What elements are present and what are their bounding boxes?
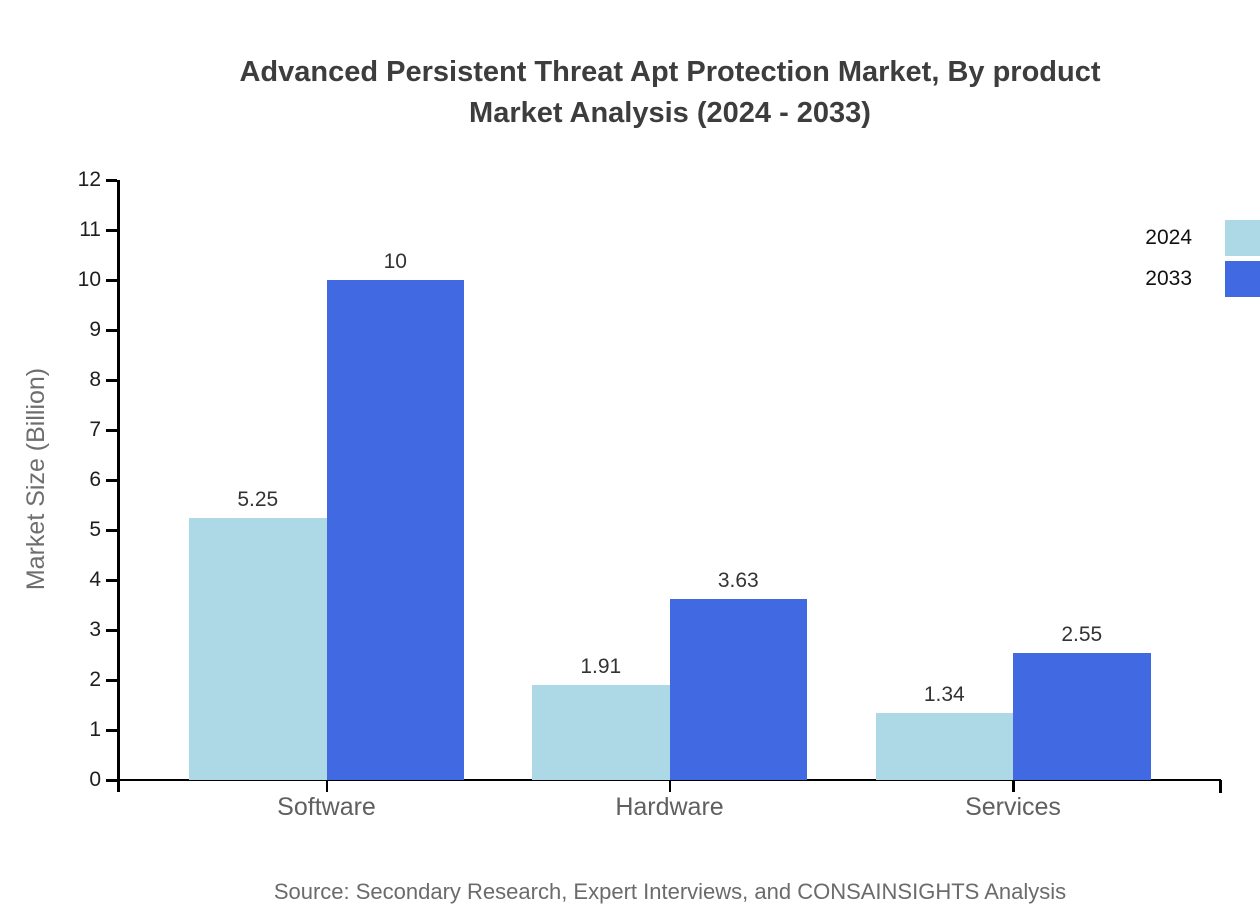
y-tick-label: 8 xyxy=(89,368,101,391)
y-tick-label: 9 xyxy=(89,318,101,341)
legend-label-2024: 2024 xyxy=(1145,226,1192,249)
legend-label-2033: 2033 xyxy=(1145,267,1192,290)
legend-swatch-2033 xyxy=(1225,261,1260,297)
value-label-2024-hardware: 1.91 xyxy=(580,654,622,678)
x-category-label: Services xyxy=(965,793,1061,821)
chart-title: Advanced Persistent Threat Apt Protectio… xyxy=(85,52,1255,134)
y-tick-label: 0 xyxy=(89,768,101,791)
y-tick xyxy=(106,229,117,232)
y-tick-label: 3 xyxy=(89,618,101,641)
bar-2033-hardware xyxy=(669,598,807,780)
y-tick xyxy=(106,179,117,182)
y-tick xyxy=(106,479,117,482)
y-axis-title: Market Size (Billion) xyxy=(22,367,50,591)
y-tick xyxy=(106,629,117,632)
y-tick-label: 10 xyxy=(77,268,101,291)
chart-title-line2: Market Analysis (2024 - 2033) xyxy=(469,97,871,129)
bar-2024-services xyxy=(875,713,1013,780)
y-tick xyxy=(106,679,117,682)
chart-title-line1: Advanced Persistent Threat Apt Protectio… xyxy=(239,56,1101,88)
y-tick xyxy=(106,279,117,282)
x-tick xyxy=(668,780,671,792)
y-tick-label: 2 xyxy=(89,668,101,691)
bar-2033-software xyxy=(326,280,464,780)
y-axis-spine xyxy=(117,180,120,792)
y-tick xyxy=(106,529,117,532)
y-tick-label: 11 xyxy=(79,218,101,241)
y-tick-label: 6 xyxy=(89,468,101,491)
bar-2033-services xyxy=(1013,652,1151,780)
y-tick-label: 5 xyxy=(89,518,101,541)
y-tick-label: 7 xyxy=(89,418,101,441)
y-tick-label: 12 xyxy=(77,168,101,191)
x-category-label: Software xyxy=(277,793,376,821)
x-category-label: Hardware xyxy=(615,793,724,821)
x-tick xyxy=(325,780,328,792)
value-label-2024-services: 1.34 xyxy=(923,683,965,706)
y-tick xyxy=(106,729,117,732)
y-tick xyxy=(106,329,117,332)
y-tick xyxy=(106,579,117,582)
value-label-2024-software: 5.25 xyxy=(237,487,279,511)
x-axis-end-tick xyxy=(1219,780,1222,793)
value-label-2033-services: 2.55 xyxy=(1061,622,1103,646)
source-note: Source: Secondary Research, Expert Inter… xyxy=(273,879,1067,904)
bar-2024-software xyxy=(189,517,327,780)
y-tick xyxy=(106,379,117,382)
y-tick-label: 1 xyxy=(89,718,101,741)
legend-swatch-2024 xyxy=(1225,220,1260,256)
y-tick xyxy=(106,429,117,432)
y-tick xyxy=(106,779,117,782)
value-label-2033-hardware: 3.63 xyxy=(717,568,759,592)
bar-2024-hardware xyxy=(532,684,670,780)
x-tick xyxy=(1012,780,1015,792)
value-label-2033-software: 10 xyxy=(383,250,407,273)
y-tick-label: 4 xyxy=(89,568,101,591)
